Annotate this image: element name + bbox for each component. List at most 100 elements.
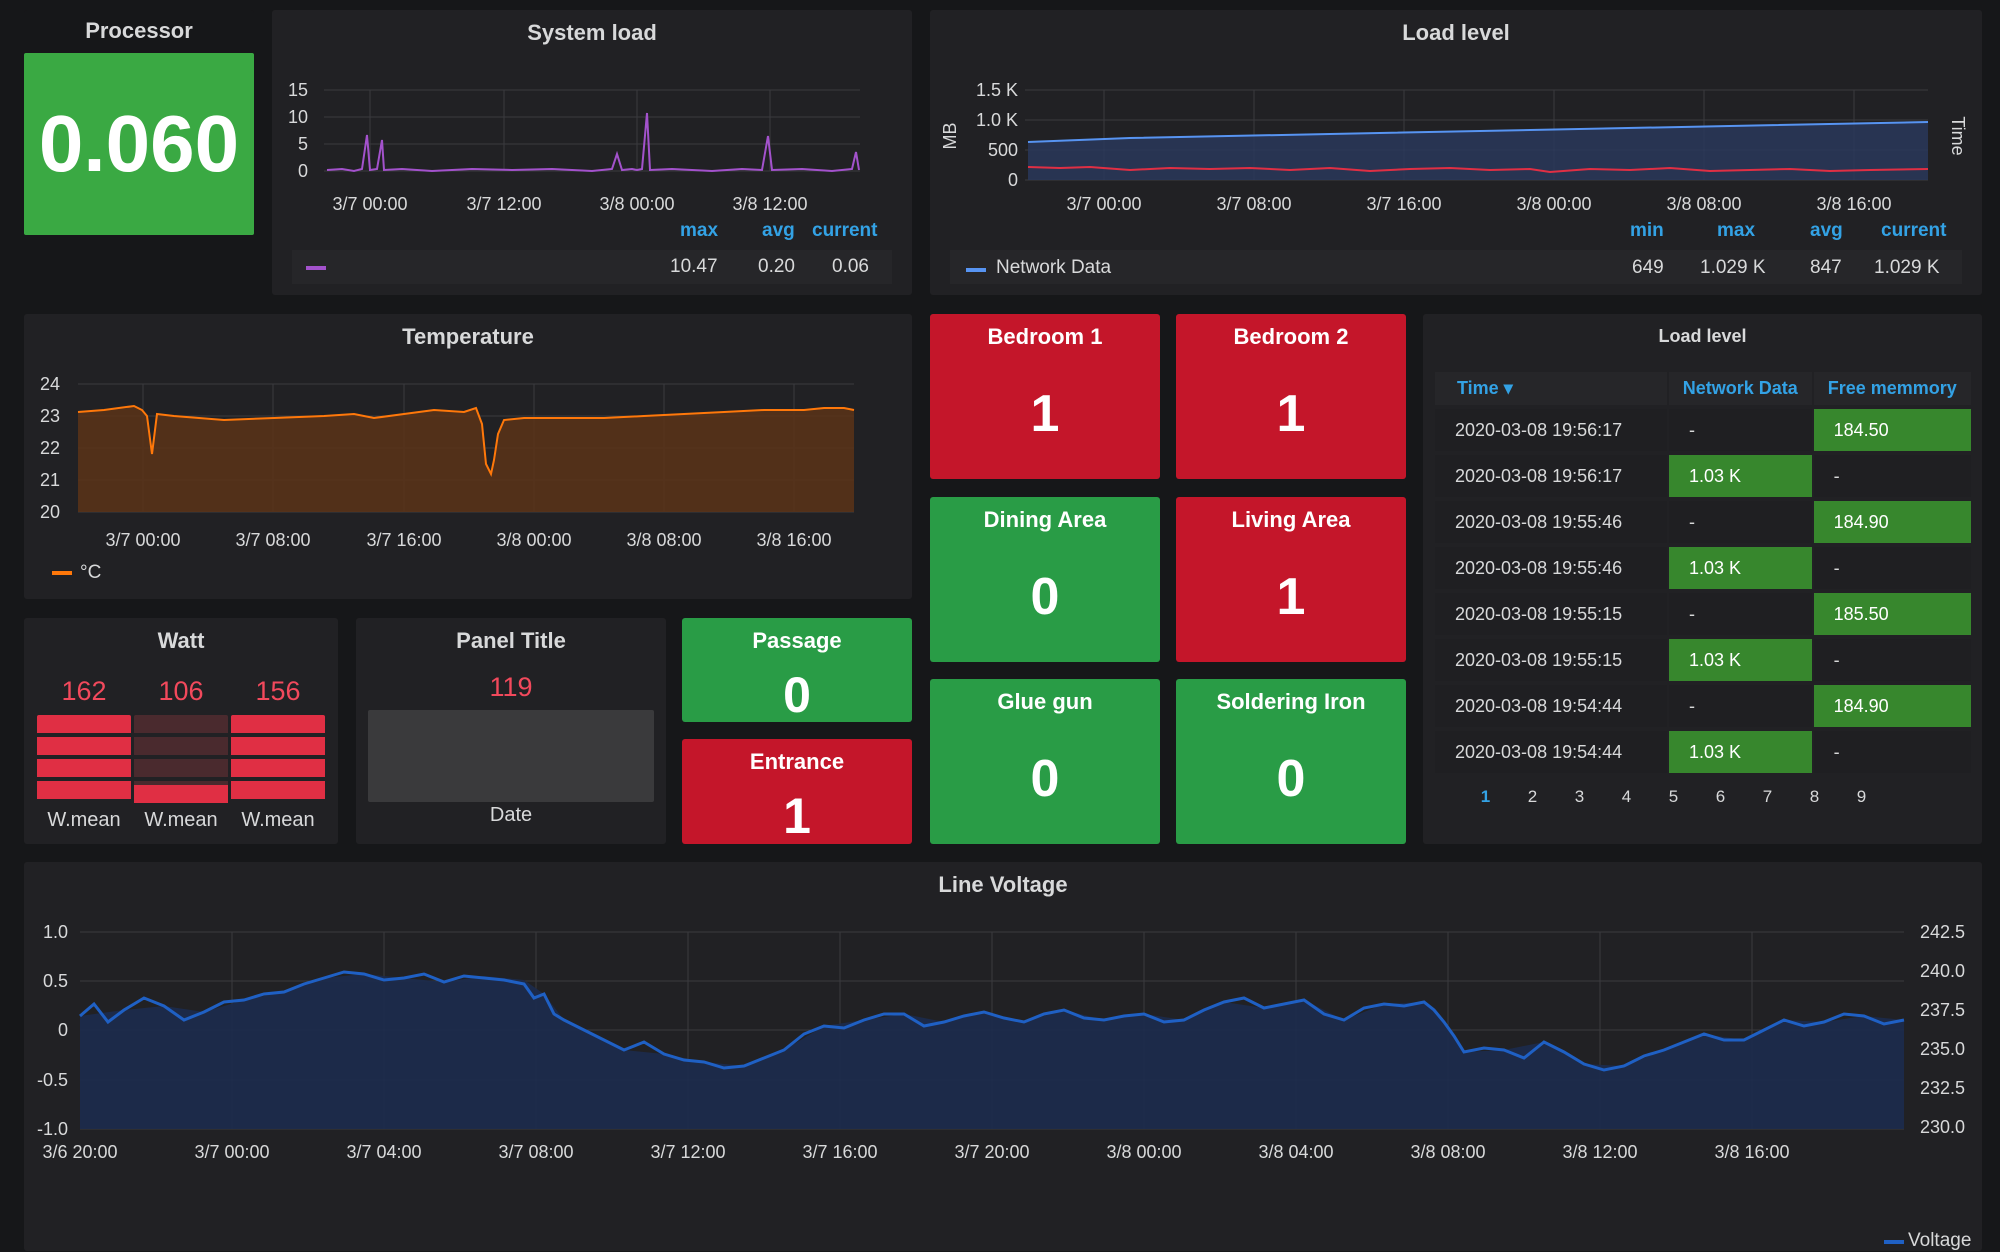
cell-time: 2020-03-08 19:54:44 — [1435, 685, 1667, 727]
cell-network-data: - — [1669, 685, 1812, 727]
page-3[interactable]: 3 — [1574, 787, 1585, 806]
tile-name: Dining Area — [983, 507, 1107, 532]
y-tick-right: 232.5 — [1920, 1078, 1965, 1098]
page-9[interactable]: 9 — [1856, 787, 1867, 806]
x-tick: 3/8 12:00 — [732, 194, 807, 214]
y-tick: 23 — [40, 406, 60, 426]
temperature-title: Temperature — [402, 324, 534, 349]
temperature-area — [78, 406, 854, 512]
column-header-free-memory[interactable]: Free memmory — [1813, 372, 1971, 405]
table-row: 2020-03-08 19:55:46 - 184.90 — [1435, 501, 1971, 543]
legend-current-value: 0.06 — [832, 256, 869, 277]
processor-value: 0.060 — [38, 99, 240, 188]
y-tick-right: 242.5 — [1920, 922, 1965, 942]
watt-title: Watt — [157, 628, 205, 653]
cell-free-memory: - — [1813, 731, 1971, 773]
tile-value: 0 — [1030, 568, 1060, 626]
page-8[interactable]: 8 — [1809, 787, 1820, 806]
watt-bar-3: 156 W.mean — [231, 676, 325, 832]
y-tick: 10 — [288, 107, 308, 127]
tile-value: 1 — [1276, 568, 1306, 626]
secondary-series — [1027, 165, 1929, 174]
x-tick: 3/8 00:00 — [496, 530, 571, 550]
tile-bedroom-2[interactable]: Bedroom 2 1 — [1176, 314, 1406, 479]
legend-avg-value: 847 — [1810, 257, 1842, 278]
processor-title: Processor — [85, 18, 193, 43]
y-tick-left: 0.5 — [43, 971, 68, 991]
x-tick: 3/7 08:00 — [498, 1142, 573, 1162]
page-7[interactable]: 7 — [1762, 787, 1773, 806]
page-1[interactable]: 1 — [1480, 787, 1491, 806]
watt-gauge — [134, 715, 228, 803]
x-tick: 3/7 12:00 — [466, 194, 541, 214]
tile-name: Bedroom 1 — [987, 324, 1103, 349]
tile-dining-area[interactable]: Dining Area 0 — [930, 497, 1160, 662]
tile-value: 1 — [783, 788, 811, 844]
x-tick: 3/6 20:00 — [42, 1142, 117, 1162]
voltage-legend[interactable]: Voltage — [1908, 1230, 1972, 1251]
legend-avg-value: 0.20 — [758, 256, 795, 277]
cell-network-data: - — [1669, 593, 1812, 635]
tile-value: 0 — [1030, 750, 1060, 808]
cell-free-memory: - — [1813, 455, 1971, 497]
table-row: 2020-03-08 19:54:44 - 184.90 — [1435, 685, 1971, 727]
tile-entrance[interactable]: Entrance 1 — [682, 739, 912, 844]
table-row: 2020-03-08 19:55:15 - 185.50 — [1435, 593, 1971, 635]
y-tick: 1.0 K — [976, 110, 1018, 130]
cell-free-memory: - — [1813, 547, 1971, 589]
legend-avg: avg — [1810, 220, 1843, 241]
x-tick: 3/7 08:00 — [235, 530, 310, 550]
cell-free-memory: 185.50 — [1813, 593, 1971, 635]
cell-network-data: 1.03 K — [1669, 639, 1812, 681]
processor-stat: 0.060 — [24, 53, 254, 235]
tile-name: Soldering Iron — [1216, 689, 1366, 714]
legend-min: min — [1630, 220, 1664, 241]
x-tick: 3/8 08:00 — [1410, 1142, 1485, 1162]
column-header-network-data[interactable]: Network Data — [1669, 372, 1812, 405]
temperature-chart: 24 23 22 21 20 3/7 00:00 3/7 08:00 3/7 1… — [40, 374, 855, 550]
legend-current: current — [1881, 220, 1947, 241]
legend-series-name[interactable]: Network Data — [996, 257, 1112, 278]
page-6[interactable]: 6 — [1715, 787, 1726, 806]
x-tick: 3/7 12:00 — [650, 1142, 725, 1162]
tile-value: 1 — [1276, 385, 1306, 443]
temperature-legend[interactable]: °C — [80, 562, 102, 583]
x-tick: 3/7 08:00 — [1216, 194, 1291, 214]
watt-gauge — [37, 715, 131, 803]
page-5[interactable]: 5 — [1668, 787, 1679, 806]
x-tick: 3/8 08:00 — [1666, 194, 1741, 214]
tile-name: Passage — [752, 628, 842, 653]
table-pagination: 1 2 3 4 5 6 7 8 9 — [1462, 787, 1885, 807]
y-tick: 5 — [298, 134, 308, 154]
legend-max: max — [680, 220, 719, 241]
watt-value: 162 — [61, 676, 107, 706]
line-voltage-title: Line Voltage — [938, 872, 1068, 897]
tile-glue-gun[interactable]: Glue gun 0 — [930, 679, 1160, 844]
watt-gauge — [231, 715, 325, 803]
column-header-time[interactable]: Time ▾ — [1435, 372, 1667, 405]
series-swatch — [306, 266, 326, 270]
y-tick: 0 — [1008, 170, 1018, 190]
tile-soldering-iron[interactable]: Soldering Iron 0 — [1176, 679, 1406, 844]
y-tick: 21 — [40, 470, 60, 490]
legend-row[interactable] — [950, 250, 1962, 284]
tile-bedroom-1[interactable]: Bedroom 1 1 — [930, 314, 1160, 479]
voltage-area — [80, 974, 1904, 1129]
x-tick: 3/7 00:00 — [105, 530, 180, 550]
tile-living-area[interactable]: Living Area 1 — [1176, 497, 1406, 662]
tile-passage[interactable]: Passage 0 — [682, 618, 912, 723]
voltage-series — [79, 970, 1905, 1072]
legend-row[interactable] — [292, 250, 892, 284]
cell-time: 2020-03-08 19:56:17 — [1435, 409, 1667, 451]
temperature-series — [77, 404, 855, 477]
system-load-chart: 15 10 5 0 3/7 00:00 3/7 12:00 3/8 00:00 … — [288, 80, 860, 214]
page-4[interactable]: 4 — [1621, 787, 1632, 806]
watt-label: W.mean — [47, 809, 121, 831]
y-tick: 1.5 K — [976, 80, 1018, 100]
temperature-panel: Temperature 24 23 22 21 20 3/7 00:00 3/7… — [24, 314, 912, 599]
cell-network-data: - — [1669, 501, 1812, 543]
page-2[interactable]: 2 — [1527, 787, 1538, 806]
tile-value: 0 — [783, 667, 811, 723]
y-tick: 20 — [40, 502, 60, 522]
x-tick: 3/7 04:00 — [346, 1142, 421, 1162]
